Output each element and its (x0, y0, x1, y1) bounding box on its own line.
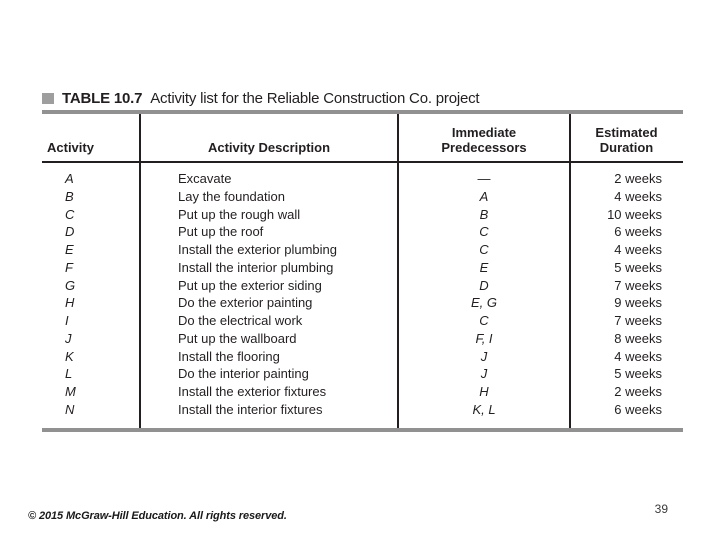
column-header-duration: Estimated Duration (595, 125, 658, 155)
table-top-rule (42, 110, 683, 114)
table-cell-description: Do the interior painting (178, 366, 309, 382)
table-cell-duration: 10 weeks (607, 206, 662, 222)
column-divider-2 (397, 114, 399, 428)
table-cell-description: Install the exterior plumbing (178, 242, 337, 257)
table-cell-duration: 2 weeks (614, 171, 662, 186)
table-cell-description: Install the exterior fixtures (178, 384, 327, 399)
table-cell-duration: 7 weeks (614, 277, 662, 293)
table-cell-duration: 6 weeks (614, 401, 662, 417)
activity-table: Activity Activity Description Immediate … (42, 110, 683, 432)
table-cell-activity: I (65, 313, 69, 328)
table-cell-predecessors: E, G (470, 295, 497, 311)
table-cell-activity: K (65, 348, 74, 364)
table-cell-duration: 4 weeks (614, 188, 662, 204)
table-cell-activity: F (65, 259, 73, 275)
table-bullet-icon (42, 93, 54, 104)
table-cell-predecessors: C (479, 242, 489, 257)
table-cell-description: Put up the roof (178, 224, 264, 240)
table-cell-predecessors: J (480, 366, 488, 382)
table-cell-predecessors: K, L (472, 401, 496, 417)
column-divider-1 (139, 114, 141, 428)
column-header-predecessors: Immediate Predecessors (441, 125, 527, 155)
table-cell-activity: J (65, 330, 72, 346)
table-cell-predecessors: — (477, 171, 491, 186)
table-cell-activity: E (65, 242, 74, 257)
table-cell-duration: 5 weeks (614, 259, 662, 275)
table-label: TABLE 10.7 (62, 90, 143, 107)
table-cell-description: Install the interior plumbing (178, 259, 334, 275)
table-cell-activity: C (65, 206, 75, 222)
table-cell-description: Put up the exterior siding (178, 277, 322, 293)
table-cell-duration: 7 weeks (614, 313, 662, 328)
table-cell-activity: M (65, 384, 76, 399)
table-cell-description: Excavate (178, 171, 232, 186)
table-cell-activity: B (65, 188, 74, 204)
table-cell-predecessors: B (479, 206, 489, 222)
table-cell-description: Put up the wallboard (178, 330, 297, 346)
column-header-activity: Activity (47, 140, 94, 155)
table-cell-duration: 5 weeks (614, 366, 662, 382)
table-cell-predecessors: H (479, 384, 489, 399)
table-cell-activity: N (65, 401, 75, 417)
table-cell-description: Do the exterior painting (178, 295, 313, 311)
table-cell-duration: 9 weeks (614, 295, 662, 311)
table-cell-description: Do the electrical work (178, 313, 303, 328)
column-divider-3 (569, 114, 571, 428)
table-cell-description: Install the flooring (178, 348, 280, 364)
table-cell-predecessors: D (479, 277, 489, 293)
column-header-description: Activity Description (207, 140, 331, 155)
table-cell-description: Put up the rough wall (178, 206, 301, 222)
table-header-row: Activity Activity Description Immediate … (42, 114, 683, 163)
table-cell-duration: 2 weeks (614, 384, 662, 399)
table-cell-activity: H (65, 295, 75, 311)
table-cell-description: Install the interior fixtures (178, 401, 323, 417)
table-cell-description: Lay the foundation (178, 188, 285, 204)
table-cell-predecessors: J (480, 348, 488, 364)
table-cell-predecessors: E (479, 259, 489, 275)
table-title: TABLE 10.7 Activity list for the Reliabl… (42, 90, 480, 107)
table-cell-duration: 6 weeks (614, 224, 662, 240)
table-cell-predecessors: C (479, 224, 489, 240)
footer-copyright: © 2015 McGraw-Hill Education. All rights… (28, 510, 287, 522)
table-cell-predecessors: C (479, 313, 489, 328)
table-caption: Activity list for the Reliable Construct… (150, 90, 480, 107)
table-cell-predecessors: A (479, 188, 489, 204)
table-bottom-rule (42, 427, 683, 432)
table-cell-duration: 8 weeks (614, 330, 662, 346)
table-cell-activity: L (65, 366, 73, 382)
table-cell-predecessors: F, I (475, 330, 493, 346)
table-cell-activity: G (65, 277, 76, 293)
table-body: A Excavate — 2 weeks B Lay the foundation A 4 w… (42, 163, 683, 428)
page-number: 39 (654, 502, 668, 516)
table-cell-activity: A (65, 171, 74, 186)
table-cell-duration: 4 weeks (614, 348, 662, 364)
table-cell-duration: 4 weeks (614, 242, 662, 257)
table-cell-activity: D (65, 224, 75, 240)
